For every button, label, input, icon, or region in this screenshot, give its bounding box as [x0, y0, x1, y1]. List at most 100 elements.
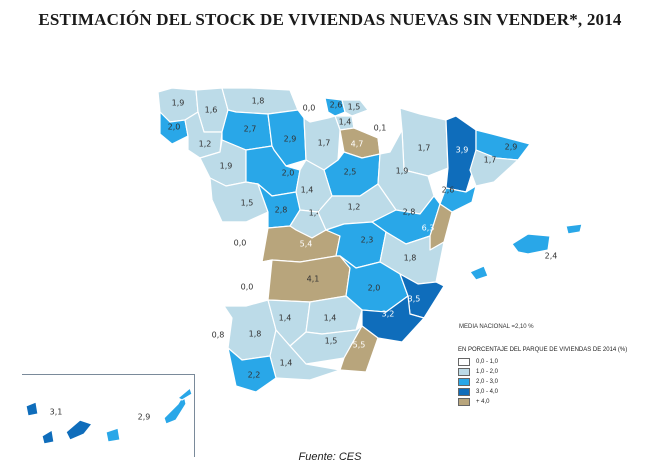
province-value: 2,6: [330, 101, 343, 110]
province-las-palmas[interactable]: 2,9: [105, 387, 193, 443]
province-value: 3,2: [382, 310, 395, 319]
province-shape: [324, 97, 346, 117]
province-value: 2,9: [138, 413, 151, 422]
province-value: 1,2: [199, 140, 212, 149]
legend-swatch: [458, 378, 470, 386]
province-shape: [289, 325, 363, 365]
province-shape: [469, 149, 519, 187]
province-value: 1,4: [309, 209, 322, 218]
province-value: 1,4: [301, 186, 314, 195]
province-value: 4,7: [351, 140, 364, 149]
province-shape: [163, 393, 187, 425]
legend-label: 1,0 - 2,0: [476, 369, 499, 375]
province-value: 3,9: [456, 146, 469, 155]
province-shape: [565, 223, 583, 235]
province-value: 2,0: [282, 169, 295, 178]
province-value: 1,9: [172, 99, 185, 108]
province-value: 1,9: [220, 162, 233, 171]
province-asturias[interactable]: 1,8: [221, 87, 299, 115]
province-value: 2,6: [442, 186, 455, 195]
province-shape: [227, 347, 277, 393]
province-value: 1,9: [396, 167, 409, 176]
province-value: 2,0: [368, 284, 381, 293]
legend-label: 3,0 - 4,0: [476, 389, 499, 395]
province-shape: [25, 401, 39, 417]
province-value: 3,1: [50, 408, 63, 417]
province-value: 1,4: [339, 118, 352, 127]
province-value: 0,0: [303, 104, 316, 113]
province-illes-balears[interactable]: 2,4: [469, 223, 583, 281]
province-value: 5,4: [300, 240, 313, 249]
province-ciudad-real[interactable]: 4,1: [267, 255, 351, 303]
province-value: 1,4: [324, 314, 337, 323]
province-value: 2,5: [344, 168, 357, 177]
legend-item: 2,0 - 3,0: [458, 377, 627, 387]
province-value: 1,8: [404, 254, 417, 263]
province-value: 2,0: [168, 123, 181, 132]
province-value: 1,2: [348, 203, 361, 212]
province-lleida[interactable]: 3,9: [445, 115, 477, 193]
province-value: 0,0: [241, 283, 254, 292]
province-value: 2,9: [284, 135, 297, 144]
province-shape: [177, 387, 193, 401]
legend-title: EN PORCENTAJE DEL PARQUE DE VIVIENDAS DE…: [458, 347, 628, 353]
province-value: 2,3: [361, 236, 374, 245]
province-value: 0,1: [374, 124, 387, 133]
legend-swatch: [458, 368, 470, 376]
province-value: 1,6: [205, 106, 218, 115]
legend-label: 2,0 - 3,0: [476, 379, 499, 385]
province-value: 2,7: [244, 125, 257, 134]
legend-item: 3,0 - 4,0: [458, 387, 627, 397]
canary-islands-inset-frame: [22, 374, 195, 457]
province-value: 1,5: [325, 337, 338, 346]
legend-item: + 4,0: [458, 397, 627, 407]
province-value: 1,7: [418, 144, 431, 153]
province-malaga[interactable]: 1,4: [269, 329, 341, 381]
province-value: 1,4: [279, 314, 292, 323]
legend-label: 0,0 - 1,0: [476, 359, 499, 365]
province-value: 0,8: [212, 331, 225, 340]
map-title: ESTIMACIÓN DEL STOCK DE VIVIENDAS NUEVAS…: [38, 10, 622, 29]
province-bizkaia[interactable]: 2,6: [324, 97, 346, 117]
province-value: 1,7: [318, 139, 331, 148]
province-shape: [445, 115, 477, 193]
legend-swatch: [458, 398, 470, 406]
province-shape: [339, 325, 379, 373]
province-value: 2,8: [275, 206, 288, 215]
legend-item: 0,0 - 1,0: [458, 357, 627, 367]
legend: EN PORCENTAJE DEL PARQUE DE VIVIENDAS DE…: [458, 347, 627, 407]
province-value: 1,8: [249, 330, 262, 339]
province-shape: [469, 265, 489, 281]
province-barcelona[interactable]: 1,7: [469, 149, 519, 187]
province-value: 2,9: [505, 143, 518, 152]
province-shape: [511, 233, 551, 255]
province-santa-cruz-de-tenerife[interactable]: 3,1: [25, 401, 93, 445]
province-value: 0,0: [234, 239, 247, 248]
province-value: 3,5: [408, 295, 421, 304]
province-cadiz[interactable]: 2,2: [227, 347, 277, 393]
province-value: 1,8: [252, 97, 265, 106]
national-average-label: MEDIA NACIONAL =2,10 %: [459, 324, 534, 330]
province-value: 2,2: [248, 371, 261, 380]
province-shape: [41, 429, 55, 445]
legend-label: + 4,0: [476, 399, 490, 405]
province-value: 6,3: [422, 224, 435, 233]
province-almeria[interactable]: 5,5: [339, 325, 379, 373]
province-value: 4,1: [307, 275, 320, 284]
province-shape: [65, 419, 93, 441]
province-value: 1,4: [280, 359, 293, 368]
province-value: 1,7: [484, 156, 497, 165]
legend-item: 1,0 - 2,0: [458, 367, 627, 377]
province-value: 5,5: [353, 341, 366, 350]
province-granada[interactable]: 1,5: [289, 325, 363, 365]
legend-swatch: [458, 358, 470, 366]
province-shape: [105, 427, 121, 443]
province-value: 1,5: [241, 199, 254, 208]
legend-swatch: [458, 388, 470, 396]
province-value: 1,5: [348, 103, 361, 112]
province-value: 2,4: [545, 252, 558, 261]
province-value: 2,8: [403, 208, 416, 217]
province-shape: [269, 329, 341, 381]
source-note: Fuente: CES: [298, 451, 362, 463]
